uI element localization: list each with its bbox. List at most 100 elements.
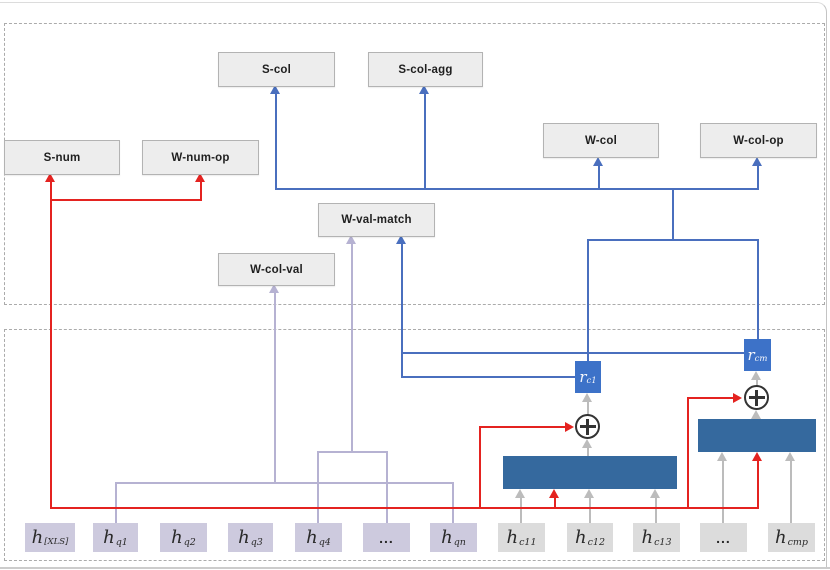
blue-line-to-w-col — [598, 165, 600, 190]
head-w-col: W-col — [543, 123, 659, 158]
lavender-stub-hqn — [452, 482, 454, 523]
head-s-col-agg-label: S-col-agg — [398, 63, 453, 76]
token-h-cmp: h cmp — [768, 523, 815, 552]
token-h-xls: h [XLS] — [25, 523, 75, 552]
arrowhead-bar1-mid — [584, 489, 594, 498]
head-s-col: S-col — [218, 52, 335, 87]
gray-line-hc13-bar1 — [655, 496, 657, 523]
token-base: h — [641, 526, 654, 548]
arrowhead-red-oplus2 — [733, 393, 742, 403]
blue-line-to-s-col — [275, 93, 277, 190]
gray-line-oplus-rcm — [756, 379, 758, 386]
arrowhead-oplus1 — [582, 439, 592, 448]
token-h-qn: h qn — [430, 523, 477, 552]
lavender-stub-hq1 — [115, 482, 117, 523]
token-h-c13: h c13 — [633, 523, 680, 552]
lavender-horizontal-line — [115, 482, 454, 484]
node-r-cm: r cm — [744, 339, 771, 371]
r-cm-sub: cm — [754, 353, 768, 364]
token-base: h — [171, 526, 183, 548]
blue-branch-horizontal — [587, 239, 759, 241]
red-branch-horizontal — [50, 199, 202, 201]
token-base: h — [31, 526, 44, 548]
token-sub: q2 — [183, 536, 196, 548]
attention-bar-2 — [698, 419, 816, 452]
r-c1-base: r — [579, 367, 587, 386]
page-bottom-edge — [0, 567, 830, 569]
circled-plus-icon — [575, 414, 600, 439]
arrowhead-s-col — [270, 85, 280, 94]
head-w-val-match-label: W-val-match — [341, 214, 412, 226]
arrowhead-w-col — [593, 157, 603, 166]
head-w-num-op: W-num-op — [142, 140, 259, 175]
blue-line-up-wvalmatch — [401, 243, 403, 378]
token-h-q2: h q2 — [160, 523, 207, 552]
token-ellipsis-column: ... — [700, 523, 747, 552]
blue-line-to-s-col-agg — [424, 93, 426, 190]
lavender-bracket-left — [317, 451, 319, 523]
arrowhead-red-oplus1 — [565, 422, 574, 432]
head-w-col-op: W-col-op — [700, 123, 817, 158]
token-h-q4: h q4 — [295, 523, 342, 552]
blue-line-rcm-to-wvalmatch — [403, 352, 744, 354]
blue-line-rc1-to-wvalmatch — [403, 376, 575, 378]
red-line-into-bar2 — [757, 460, 759, 509]
token-sub: q4 — [318, 536, 331, 548]
arrowhead-bar1-right — [650, 489, 660, 498]
r-c1-sub: c1 — [586, 375, 597, 386]
head-w-col-op-label: W-col-op — [733, 134, 784, 147]
arrowhead-oplus2 — [751, 410, 761, 419]
token-base: h — [306, 526, 318, 548]
arrowhead-rcm — [751, 371, 761, 380]
arrowhead-red-bar1 — [549, 489, 559, 498]
blue-line-to-rcm — [757, 239, 759, 339]
token-base: h — [103, 526, 115, 548]
gray-line-oplus-rc1 — [587, 401, 589, 415]
token-h-c11: h c11 — [498, 523, 545, 552]
head-s-col-label: S-col — [261, 63, 292, 76]
attention-bar-1 — [503, 456, 677, 489]
head-w-col-val: W-col-val — [218, 253, 335, 286]
head-w-col-label: W-col — [584, 134, 618, 147]
red-line-to-w-num-op — [200, 181, 202, 201]
r-cm-base: r — [747, 345, 755, 364]
red-main-horizontal — [50, 507, 759, 509]
token-base: h — [441, 526, 453, 548]
arrowhead-w-col-op — [752, 157, 762, 166]
gray-line-bar1-oplus — [587, 448, 589, 456]
token-sub: [XLS] — [44, 537, 69, 548]
arrowhead-red-bar2 — [752, 452, 762, 461]
token-h-c12: h c12 — [567, 523, 613, 552]
token-base: h — [574, 526, 587, 548]
lavender-bracket-right — [386, 451, 388, 523]
token-base: ... — [379, 529, 394, 546]
node-r-c1: r c1 — [575, 361, 601, 393]
blue-line-to-rc1 — [587, 239, 589, 361]
token-sub: cmp — [787, 536, 808, 548]
head-w-val-match: W-val-match — [318, 203, 435, 237]
token-sub: c12 — [587, 536, 605, 548]
token-base: ... — [716, 529, 731, 546]
arrowhead-rc1 — [582, 393, 592, 402]
head-w-num-op-label: W-num-op — [171, 151, 230, 164]
gray-line-hc11-bar1 — [520, 496, 522, 523]
gray-line-dots-bar2 — [722, 459, 724, 523]
red-line-to-s-num — [50, 181, 52, 509]
arrowhead-w-num-op — [195, 173, 205, 182]
encoder-tokens-container — [4, 329, 825, 561]
token-base: h — [506, 526, 519, 548]
arrowhead-bar2-left — [717, 452, 727, 461]
gray-line-hcmp-bar2 — [790, 459, 792, 523]
token-base: h — [238, 526, 250, 548]
head-s-num: S-num — [4, 140, 120, 175]
token-h-q3: h q3 — [228, 523, 273, 552]
red-line-up-oplus1 — [479, 426, 481, 509]
lavender-line-to-w-col-val — [274, 292, 276, 484]
head-s-num-label: S-num — [43, 151, 81, 164]
red-line-into-bar1 — [554, 497, 556, 509]
blue-trunk-line — [275, 188, 759, 190]
gray-line-hc12-bar1 — [589, 496, 591, 523]
arrowhead-w-col-val — [269, 284, 279, 293]
blue-branch-down — [672, 188, 674, 241]
token-sub: qn — [453, 536, 466, 548]
